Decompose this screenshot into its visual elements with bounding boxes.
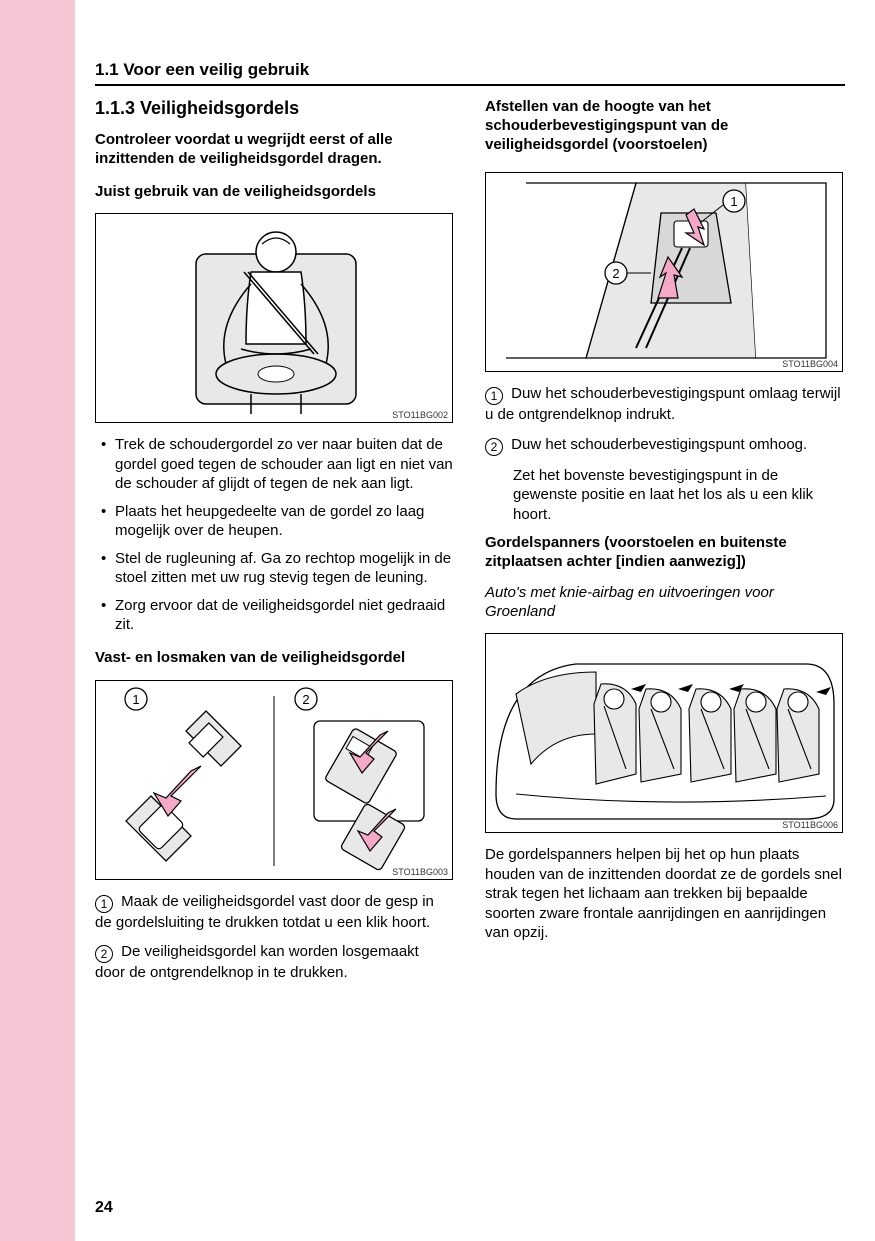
variant-note: Auto's met knie-airbag en uitvoeringen v… [485, 584, 843, 622]
pretensioners-illustration [486, 634, 842, 832]
topic-height-adjust: Afstellen van de hoogte van het schouder… [485, 98, 843, 154]
adjust-step-down: 1 Duw het schouderbevestigingspunt omlaa… [485, 384, 843, 425]
bullet-item: Plaats het heupgedeelte van de gordel zo… [101, 502, 453, 541]
svg-text:2: 2 [302, 692, 309, 707]
step-number-icon: 2 [95, 945, 113, 963]
bullet-item: Stel de rugleuning af. Ga zo rechtop mog… [101, 549, 453, 588]
pretensioners-paragraph: De gordelspanners helpen bij het op hun … [485, 845, 843, 943]
adjust-note: Zet het bovenste bevestigingspunt in de … [485, 466, 843, 525]
buckle-illustration: 1 2 [96, 681, 452, 879]
right-column: Afstellen van de hoogte van het schouder… [485, 98, 843, 993]
two-column-layout: 1.1.3 Veiligheidsgordels Controleer voor… [95, 98, 845, 993]
section-header: 1.1 Voor een veilig gebruik [95, 60, 845, 86]
svg-text:1: 1 [730, 194, 737, 209]
page-content: 1.1 Voor een veilig gebruik 1.1.3 Veilig… [95, 60, 845, 993]
figure-code: STO11BG006 [782, 820, 838, 830]
svg-text:1: 1 [132, 692, 139, 707]
figure-code: STO11BG002 [392, 410, 448, 420]
step-number-icon: 2 [485, 438, 503, 456]
figure-height-adjust: 1 2 STO11BG004 [485, 172, 843, 372]
topic-fasten-release: Vast- en losmaken van de veiligheidsgord… [95, 649, 453, 668]
figure-pretensioners: STO11BG006 [485, 633, 843, 833]
figure-code: STO11BG004 [782, 359, 838, 369]
adjust-step-up: 2 Duw het schouderbevestigingspunt omhoo… [485, 435, 843, 456]
step-release: 2 De veiligheidsgordel kan worden losgem… [95, 942, 453, 983]
step-fasten: 1 Maak de veiligheidsgordel vast door de… [95, 892, 453, 933]
figure-seatbelt-posture: STO11BG002 [95, 213, 453, 423]
topic-pretensioners: Gordelspanners (voorstoelen en buitenste… [485, 534, 843, 572]
figure-code: STO11BG003 [392, 867, 448, 877]
section-label: 1.1 Voor een veilig gebruik [95, 60, 309, 79]
step-text: Maak de veiligheidsgordel vast door de g… [95, 893, 434, 931]
bullet-item: Trek de schoudergordel zo ver naar buite… [101, 435, 453, 494]
step-text: De veiligheidsgordel kan worden losgemaa… [95, 943, 419, 981]
figure-buckle: 1 2 [95, 680, 453, 880]
step-text: Duw het schouderbevestigingspunt omhoog. [511, 436, 807, 453]
height-adjust-illustration: 1 2 [486, 173, 842, 371]
left-column: 1.1.3 Veiligheidsgordels Controleer voor… [95, 98, 453, 993]
intro-paragraph: Controleer voordat u wegrijdt eerst of a… [95, 131, 453, 169]
topic-correct-use: Juist gebruik van de veiligheidsgordels [95, 183, 453, 202]
bullet-item: Zorg ervoor dat de veiligheidsgordel nie… [101, 596, 453, 635]
step-number-icon: 1 [95, 895, 113, 913]
usage-bullets: Trek de schoudergordel zo ver naar buite… [95, 435, 453, 635]
page-number: 24 [95, 1199, 113, 1217]
subsection-heading: 1.1.3 Veiligheidsgordels [95, 98, 453, 119]
svg-text:2: 2 [612, 266, 619, 281]
seatbelt-posture-illustration [96, 214, 452, 422]
step-number-icon: 1 [485, 387, 503, 405]
step-text: Duw het schouderbevestigingspunt omlaag … [485, 385, 841, 423]
left-margin-band [0, 0, 75, 1241]
